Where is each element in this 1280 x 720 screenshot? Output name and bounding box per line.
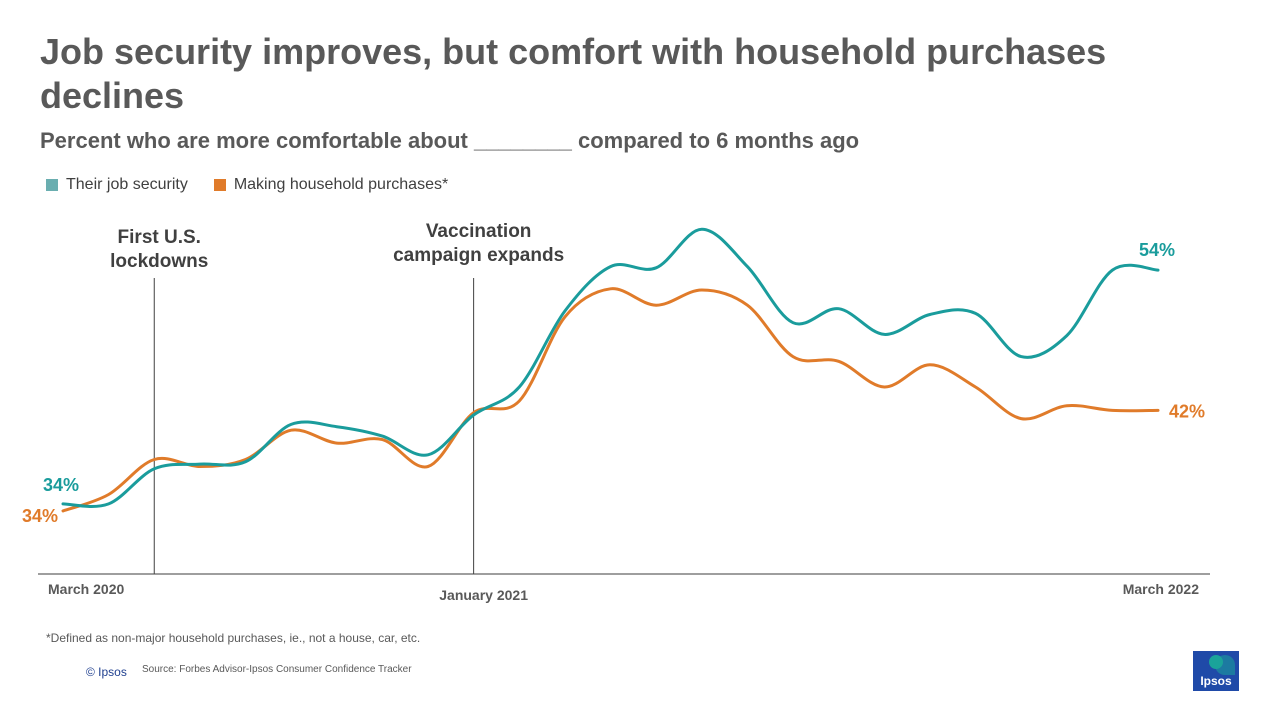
chart-title: Job security improves, but comfort with …: [40, 31, 1107, 116]
data-label-job-start: 34%: [43, 475, 79, 495]
legend-label-job-security: Their job security: [66, 176, 188, 193]
series-group: [61, 227, 1160, 513]
series-line-household-purchases: [61, 287, 1160, 513]
annotations-group: First U.S. lockdowns Vaccination campaign e…: [110, 221, 564, 574]
legend-label-household-purchases: Making household purchases*: [233, 176, 449, 193]
data-label-job-end: 54%: [1139, 240, 1175, 260]
x-tick-label-1: January 2021: [439, 587, 528, 603]
end-labels-group: 34% 34% 54% 42%: [22, 240, 1205, 526]
source-note: Source: Forbes Advisor-Ipsos Consumer Co…: [142, 664, 412, 675]
series-line-job-security: [61, 227, 1160, 508]
logo-text: Ipsos: [1200, 674, 1232, 688]
legend-item-household-purchases: Making household purchases*: [213, 176, 449, 194]
annotation-label-1: Vaccination campaign expands: [393, 221, 564, 266]
legend-item-job-security: Their job security: [46, 176, 188, 194]
x-tick-label-2: March 2022: [1123, 581, 1199, 597]
footnote: *Defined as non-major household purchase…: [46, 631, 421, 645]
x-tick-label-0: March 2020: [48, 581, 124, 597]
x-labels-group: March 2020 January 2021 March 2022: [48, 581, 1199, 603]
copyright: © Ipsos: [86, 665, 127, 679]
data-label-purchase-start: 34%: [22, 506, 58, 526]
legend: Their job security Making household purc…: [46, 176, 448, 194]
legend-swatch-job-security: [46, 179, 58, 191]
ipsos-logo: Ipsos: [1193, 651, 1239, 691]
legend-swatch-household-purchases: [213, 179, 226, 191]
annotation-label-0: First U.S. lockdowns: [110, 227, 208, 272]
data-label-purchase-end: 42%: [1169, 401, 1205, 421]
chart-subtitle: Percent who are more comfortable about _…: [40, 128, 860, 153]
